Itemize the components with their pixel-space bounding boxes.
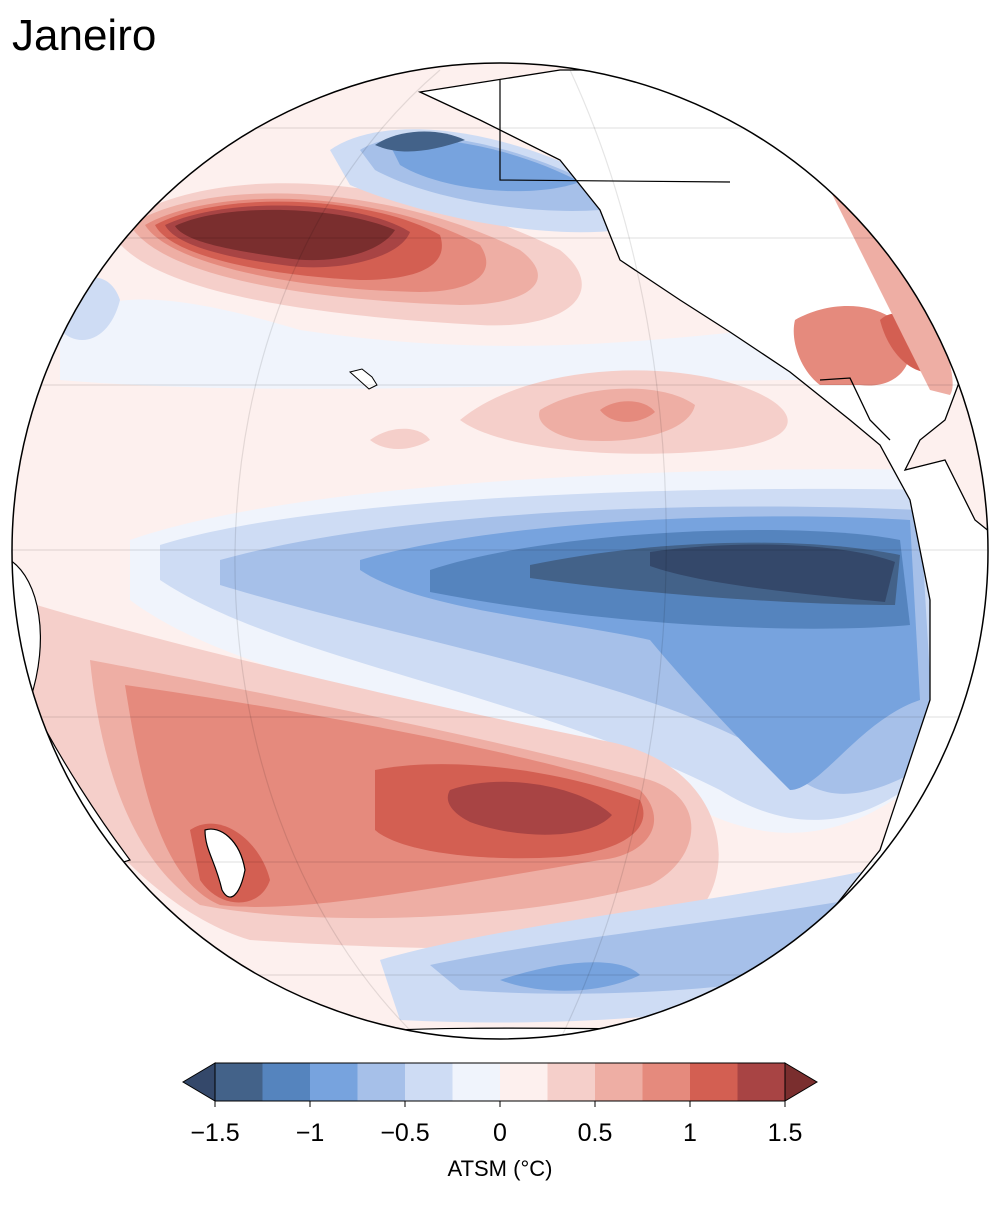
colorbar-bin	[405, 1063, 453, 1101]
colorbar-tick-label: −0.5	[380, 1119, 429, 1147]
colorbar-tick-label: −1.5	[190, 1119, 239, 1147]
anomaly-area	[830, 180, 953, 395]
colorbar-extend-low	[182, 1062, 216, 1102]
anomaly-area	[500, 962, 640, 991]
anomaly-area	[175, 209, 395, 261]
border	[499, 80, 731, 183]
colorbar-bin	[215, 1063, 263, 1101]
land	[348, 368, 378, 390]
colorbar-bin	[310, 1063, 358, 1101]
anomaly-area	[390, 139, 580, 192]
anomaly-area	[650, 544, 895, 602]
globe-outline	[11, 62, 989, 1040]
coastline	[819, 377, 891, 441]
anomaly-area	[447, 781, 612, 835]
anomaly-area	[375, 131, 465, 152]
colorbar-bin	[547, 1063, 595, 1101]
land	[204, 828, 246, 898]
colorbar-bin	[357, 1063, 405, 1101]
anomaly-area	[600, 401, 655, 422]
colorbar: −1.5 −1 −0.5 0 0.5 1 1.5	[182, 1062, 818, 1147]
map-title: Janeiro	[12, 11, 156, 60]
colorbar-bin	[500, 1063, 548, 1101]
colorbar-extend-high	[784, 1062, 818, 1102]
colorbar-bin	[642, 1063, 690, 1101]
anomaly-area	[793, 306, 910, 386]
colorbar-tick-label: 1.5	[768, 1119, 803, 1147]
globe	[12, 63, 988, 1039]
colorbar-bin	[262, 1063, 310, 1101]
colorbar-label: ATSM (°C)	[448, 1156, 553, 1181]
colorbar-tick-label: 1	[683, 1119, 697, 1147]
colorbar-bin	[452, 1063, 500, 1101]
anomaly-area	[60, 299, 800, 389]
anomaly-area	[370, 428, 430, 449]
colorbar-bin	[737, 1063, 785, 1101]
colorbar-tick-label: 0.5	[578, 1119, 613, 1147]
colorbar-tick-label: −1	[296, 1119, 325, 1147]
graticule	[12, 69, 988, 1039]
colorbar-bin	[595, 1063, 643, 1101]
colorbar-bin	[690, 1063, 738, 1101]
colorbar-tick-label: 0	[493, 1119, 507, 1147]
